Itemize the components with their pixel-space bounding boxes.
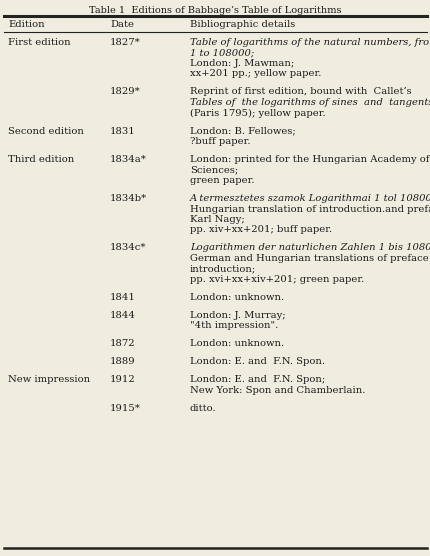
Text: Third edition: Third edition (8, 155, 74, 164)
Text: New impression: New impression (8, 375, 90, 385)
Text: (Paris 1795); yellow paper.: (Paris 1795); yellow paper. (190, 108, 325, 118)
Text: 1834a*: 1834a* (110, 155, 147, 164)
Text: German and Hungarian translations of preface and: German and Hungarian translations of pre… (190, 254, 430, 263)
Text: Karl Nagy;: Karl Nagy; (190, 215, 244, 224)
Text: "4th impression".: "4th impression". (190, 321, 278, 330)
Text: Tables of  the logarithms of sines  and  tangents ...: Tables of the logarithms of sines and ta… (190, 98, 430, 107)
Text: London: J. Murray;: London: J. Murray; (190, 311, 285, 320)
Text: 1844: 1844 (110, 311, 135, 320)
Text: 1 to 108000;: 1 to 108000; (190, 48, 254, 57)
Text: 1827*: 1827* (110, 38, 141, 47)
Text: 1834c*: 1834c* (110, 244, 146, 252)
Text: Table of logarithms of the natural numbers, from: Table of logarithms of the natural numbe… (190, 38, 430, 47)
Text: London: printed for the Hungarian Academy of: London: printed for the Hungarian Academ… (190, 155, 429, 164)
Text: ditto.: ditto. (190, 404, 216, 413)
Text: First edition: First edition (8, 38, 71, 47)
Text: ?buff paper.: ?buff paper. (190, 137, 250, 146)
Text: London: E. and  F.N. Spon.: London: E. and F.N. Spon. (190, 358, 324, 366)
Text: London: unknown.: London: unknown. (190, 340, 283, 349)
Text: Logarithmen der naturlichen Zahlen 1 bis 108000;: Logarithmen der naturlichen Zahlen 1 bis… (190, 244, 430, 252)
Text: London: E. and  F.N. Spon;: London: E. and F.N. Spon; (190, 375, 325, 385)
Text: pp. xvi+xx+xiv+201; green paper.: pp. xvi+xx+xiv+201; green paper. (190, 275, 363, 284)
Text: 1889: 1889 (110, 358, 135, 366)
Text: green paper.: green paper. (190, 176, 254, 185)
Text: A termesztetes szamok Logarithmai 1 tol 108000;: A termesztetes szamok Logarithmai 1 tol … (190, 194, 430, 203)
Text: 1831: 1831 (110, 127, 135, 136)
Text: Reprint of first edition, bound with  Callet’s: Reprint of first edition, bound with Cal… (190, 87, 411, 97)
Text: introduction;: introduction; (190, 265, 256, 274)
Text: Date: Date (110, 20, 134, 29)
Text: 1915*: 1915* (110, 404, 141, 413)
Text: 1872: 1872 (110, 340, 135, 349)
Text: Sciences;: Sciences; (190, 166, 238, 175)
Text: 1829*: 1829* (110, 87, 141, 97)
Text: Edition: Edition (8, 20, 45, 29)
Text: Hungarian translation of introduction.and preface by: Hungarian translation of introduction.an… (190, 205, 430, 214)
Text: Bibliographic details: Bibliographic details (190, 20, 295, 29)
Text: London: unknown.: London: unknown. (190, 293, 283, 302)
Text: Table 1  Editions of Babbage’s Table of Logarithms: Table 1 Editions of Babbage’s Table of L… (89, 6, 341, 15)
Text: London: J. Mawman;: London: J. Mawman; (190, 59, 294, 68)
Text: xx+201 pp.; yellow paper.: xx+201 pp.; yellow paper. (190, 70, 321, 78)
Text: 1841: 1841 (110, 293, 135, 302)
Text: Second edition: Second edition (8, 127, 84, 136)
Text: pp. xiv+xx+201; buff paper.: pp. xiv+xx+201; buff paper. (190, 226, 332, 235)
Text: New York: Spon and Chamberlain.: New York: Spon and Chamberlain. (190, 386, 365, 395)
Text: 1834b*: 1834b* (110, 194, 147, 203)
Text: London: B. Fellowes;: London: B. Fellowes; (190, 127, 295, 136)
Text: 1912: 1912 (110, 375, 135, 385)
